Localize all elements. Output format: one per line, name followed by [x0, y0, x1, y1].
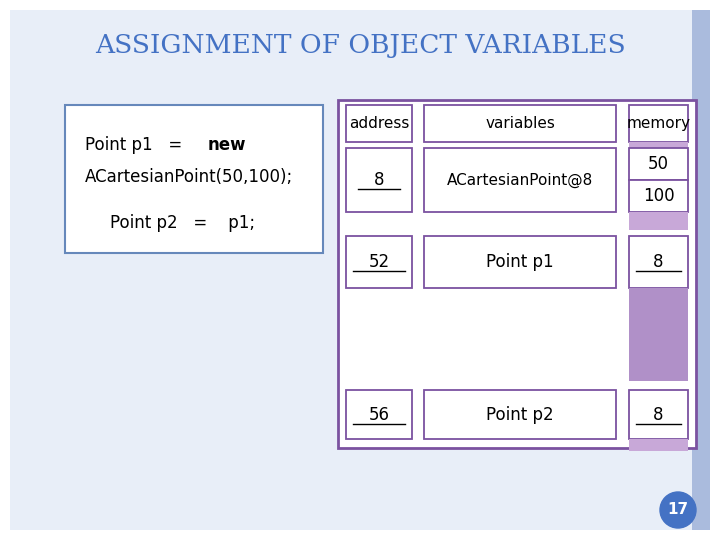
Bar: [424, 390, 616, 439]
Bar: [346, 148, 412, 212]
Text: 8: 8: [653, 406, 664, 423]
Bar: [692, 10, 710, 530]
Text: 56: 56: [369, 406, 390, 423]
Bar: [629, 142, 688, 162]
Text: 17: 17: [667, 503, 688, 517]
Text: variables: variables: [485, 116, 555, 131]
Text: new: new: [208, 136, 246, 154]
Text: 8: 8: [374, 171, 384, 189]
Bar: [629, 180, 688, 212]
Bar: [346, 390, 412, 439]
Bar: [629, 390, 688, 439]
Bar: [338, 100, 696, 448]
Text: 100: 100: [643, 187, 675, 205]
Bar: [629, 288, 688, 381]
Bar: [629, 105, 688, 142]
Text: ASSIGNMENT OF OBJECT VARIABLES: ASSIGNMENT OF OBJECT VARIABLES: [95, 32, 625, 57]
Text: address: address: [348, 116, 409, 131]
Text: 50: 50: [648, 155, 669, 173]
Text: Point p1: Point p1: [486, 253, 554, 271]
Bar: [629, 439, 688, 451]
Circle shape: [660, 492, 696, 528]
Bar: [424, 148, 616, 212]
Text: 8: 8: [653, 253, 664, 271]
Text: memory: memory: [626, 116, 690, 131]
Text: Point p2: Point p2: [486, 406, 554, 423]
Text: 52: 52: [369, 253, 390, 271]
Text: ACartesianPoint@8: ACartesianPoint@8: [447, 172, 593, 187]
Bar: [424, 105, 616, 142]
Text: ACartesianPoint(50,100);: ACartesianPoint(50,100);: [85, 168, 293, 186]
Bar: [629, 212, 688, 230]
Bar: [346, 105, 412, 142]
Text: Point p1   =: Point p1 =: [85, 136, 187, 154]
Bar: [629, 236, 688, 288]
Bar: [65, 105, 323, 253]
Bar: [346, 236, 412, 288]
Text: Point p2   =    p1;: Point p2 = p1;: [110, 214, 255, 232]
Bar: [424, 236, 616, 288]
Bar: [629, 148, 688, 180]
